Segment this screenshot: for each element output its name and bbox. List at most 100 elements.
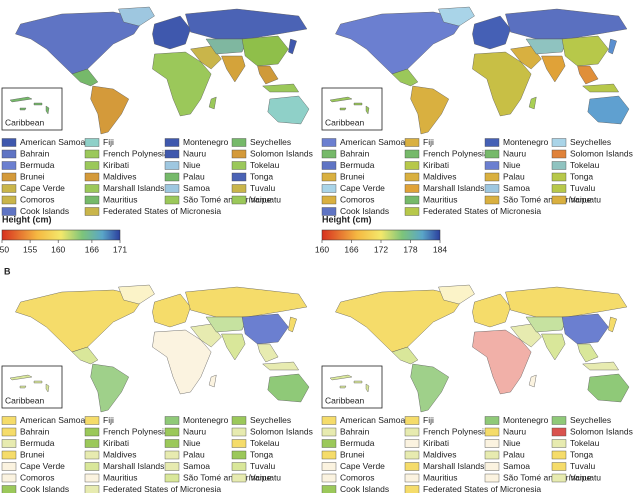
inset-islands xyxy=(9,374,50,393)
legend-label: Tonga xyxy=(250,171,273,181)
inset-label: Caribbean xyxy=(325,395,364,405)
country-region xyxy=(90,363,130,413)
legend-label: Marshall Islands xyxy=(423,461,484,471)
legend-label: Comoros xyxy=(20,472,54,482)
legend-label: São Tomé and Príncipe xyxy=(183,194,271,204)
legend-swatch xyxy=(321,138,337,147)
country-region xyxy=(71,346,99,365)
legend-swatch xyxy=(404,450,420,460)
legend-label: American Samoa xyxy=(340,415,405,425)
legend-label: Cape Verde xyxy=(20,183,65,193)
colorbar-tick-label: 178 xyxy=(403,244,417,254)
legend-label: Fiji xyxy=(103,137,114,147)
legend-label: Kiribati xyxy=(423,438,449,448)
country-region xyxy=(472,293,511,328)
country-region xyxy=(185,286,308,318)
legend-label: French Polynesia xyxy=(423,148,489,158)
country-region xyxy=(510,45,542,70)
legend-label: Cook Islands xyxy=(20,206,69,216)
country-region xyxy=(288,38,297,55)
legend-swatch xyxy=(404,172,420,182)
legend-label: Mauritius xyxy=(103,194,137,204)
legend-label: Bermuda xyxy=(340,160,375,170)
legend-swatch xyxy=(404,184,420,193)
legend-swatch xyxy=(1,149,17,159)
legend-swatch xyxy=(404,195,420,205)
country-region xyxy=(505,8,628,40)
legend-label: Mauritius xyxy=(423,472,457,482)
colorbar-tick-label: 184 xyxy=(433,244,447,254)
country-region xyxy=(577,343,599,363)
legend-label: Cook Islands xyxy=(20,484,69,493)
legend-label: Tuvalu xyxy=(250,461,275,471)
country-region xyxy=(71,68,99,87)
legend-swatch xyxy=(484,439,500,448)
legend-label: Montenegro xyxy=(183,137,229,147)
legend-label: Maldives xyxy=(423,171,457,181)
legend-swatch xyxy=(231,138,247,147)
country-region xyxy=(410,363,450,413)
legend-swatch xyxy=(484,161,500,170)
country-region xyxy=(118,6,155,27)
legend-label: Fiji xyxy=(103,415,114,425)
colorbar-tick-label: 160 xyxy=(315,244,329,254)
country-region xyxy=(267,373,310,403)
legend-swatch xyxy=(484,149,500,159)
panel-label: B xyxy=(4,266,11,276)
legend-label: Tuvalu xyxy=(570,461,595,471)
legend-swatch xyxy=(321,149,337,159)
legend-swatch xyxy=(1,450,17,460)
country-region xyxy=(510,323,542,348)
legend-label: Brunei xyxy=(340,171,365,181)
legend-label: Bahrain xyxy=(340,426,370,436)
legend-label: Kiribati xyxy=(103,160,129,170)
legend-swatch xyxy=(231,462,247,471)
legend-label: Tokelau xyxy=(570,438,600,448)
country-region xyxy=(152,293,191,328)
legend-swatch xyxy=(551,462,567,471)
legend-label: Kiribati xyxy=(103,438,129,448)
legend-swatch xyxy=(484,416,500,425)
legend-swatch xyxy=(84,161,100,170)
colorbar-tick-label: 155 xyxy=(23,244,37,254)
inset-label: Caribbean xyxy=(5,395,44,405)
country-region xyxy=(152,51,212,117)
legend-swatch xyxy=(1,439,17,448)
legend-swatch xyxy=(231,450,247,460)
legend-label: Bermuda xyxy=(20,160,55,170)
inset-box xyxy=(1,365,63,409)
legend-swatch xyxy=(1,138,17,147)
legend-swatch xyxy=(404,149,420,159)
country-region xyxy=(205,38,248,55)
legend-swatch xyxy=(404,138,420,147)
legend-swatch xyxy=(404,427,420,437)
legend-label: Cook Islands xyxy=(340,206,389,216)
legend-label: Vanuatu xyxy=(250,194,281,204)
country-region xyxy=(577,65,599,85)
legend-swatch xyxy=(164,195,180,205)
legend-label: Cape Verde xyxy=(20,461,65,471)
legend-swatch xyxy=(404,485,420,493)
country-region xyxy=(118,284,155,305)
legend-swatch xyxy=(1,207,17,216)
legend-swatch xyxy=(321,462,337,471)
legend-label: Federated States of Micronesia xyxy=(103,206,221,216)
legend-label: American Samoa xyxy=(340,137,405,147)
legend-label: Vanuatu xyxy=(570,194,601,204)
colorbar-title: Height (cm) xyxy=(322,214,372,224)
legend-label: Nauru xyxy=(503,148,526,158)
legend-swatch xyxy=(84,172,100,182)
country-region xyxy=(335,289,465,353)
country-region xyxy=(505,286,628,318)
legend-label: Bermuda xyxy=(340,438,375,448)
legend-swatch xyxy=(84,149,100,159)
legend-label: Samoa xyxy=(503,183,530,193)
legend-swatch xyxy=(84,207,100,216)
legend-label: Seychelles xyxy=(250,137,291,147)
legend-label: Tokelau xyxy=(250,438,280,448)
country-region xyxy=(410,85,450,135)
country-region xyxy=(288,316,297,333)
legend-label: Palau xyxy=(503,171,525,181)
legend-swatch xyxy=(404,207,420,216)
